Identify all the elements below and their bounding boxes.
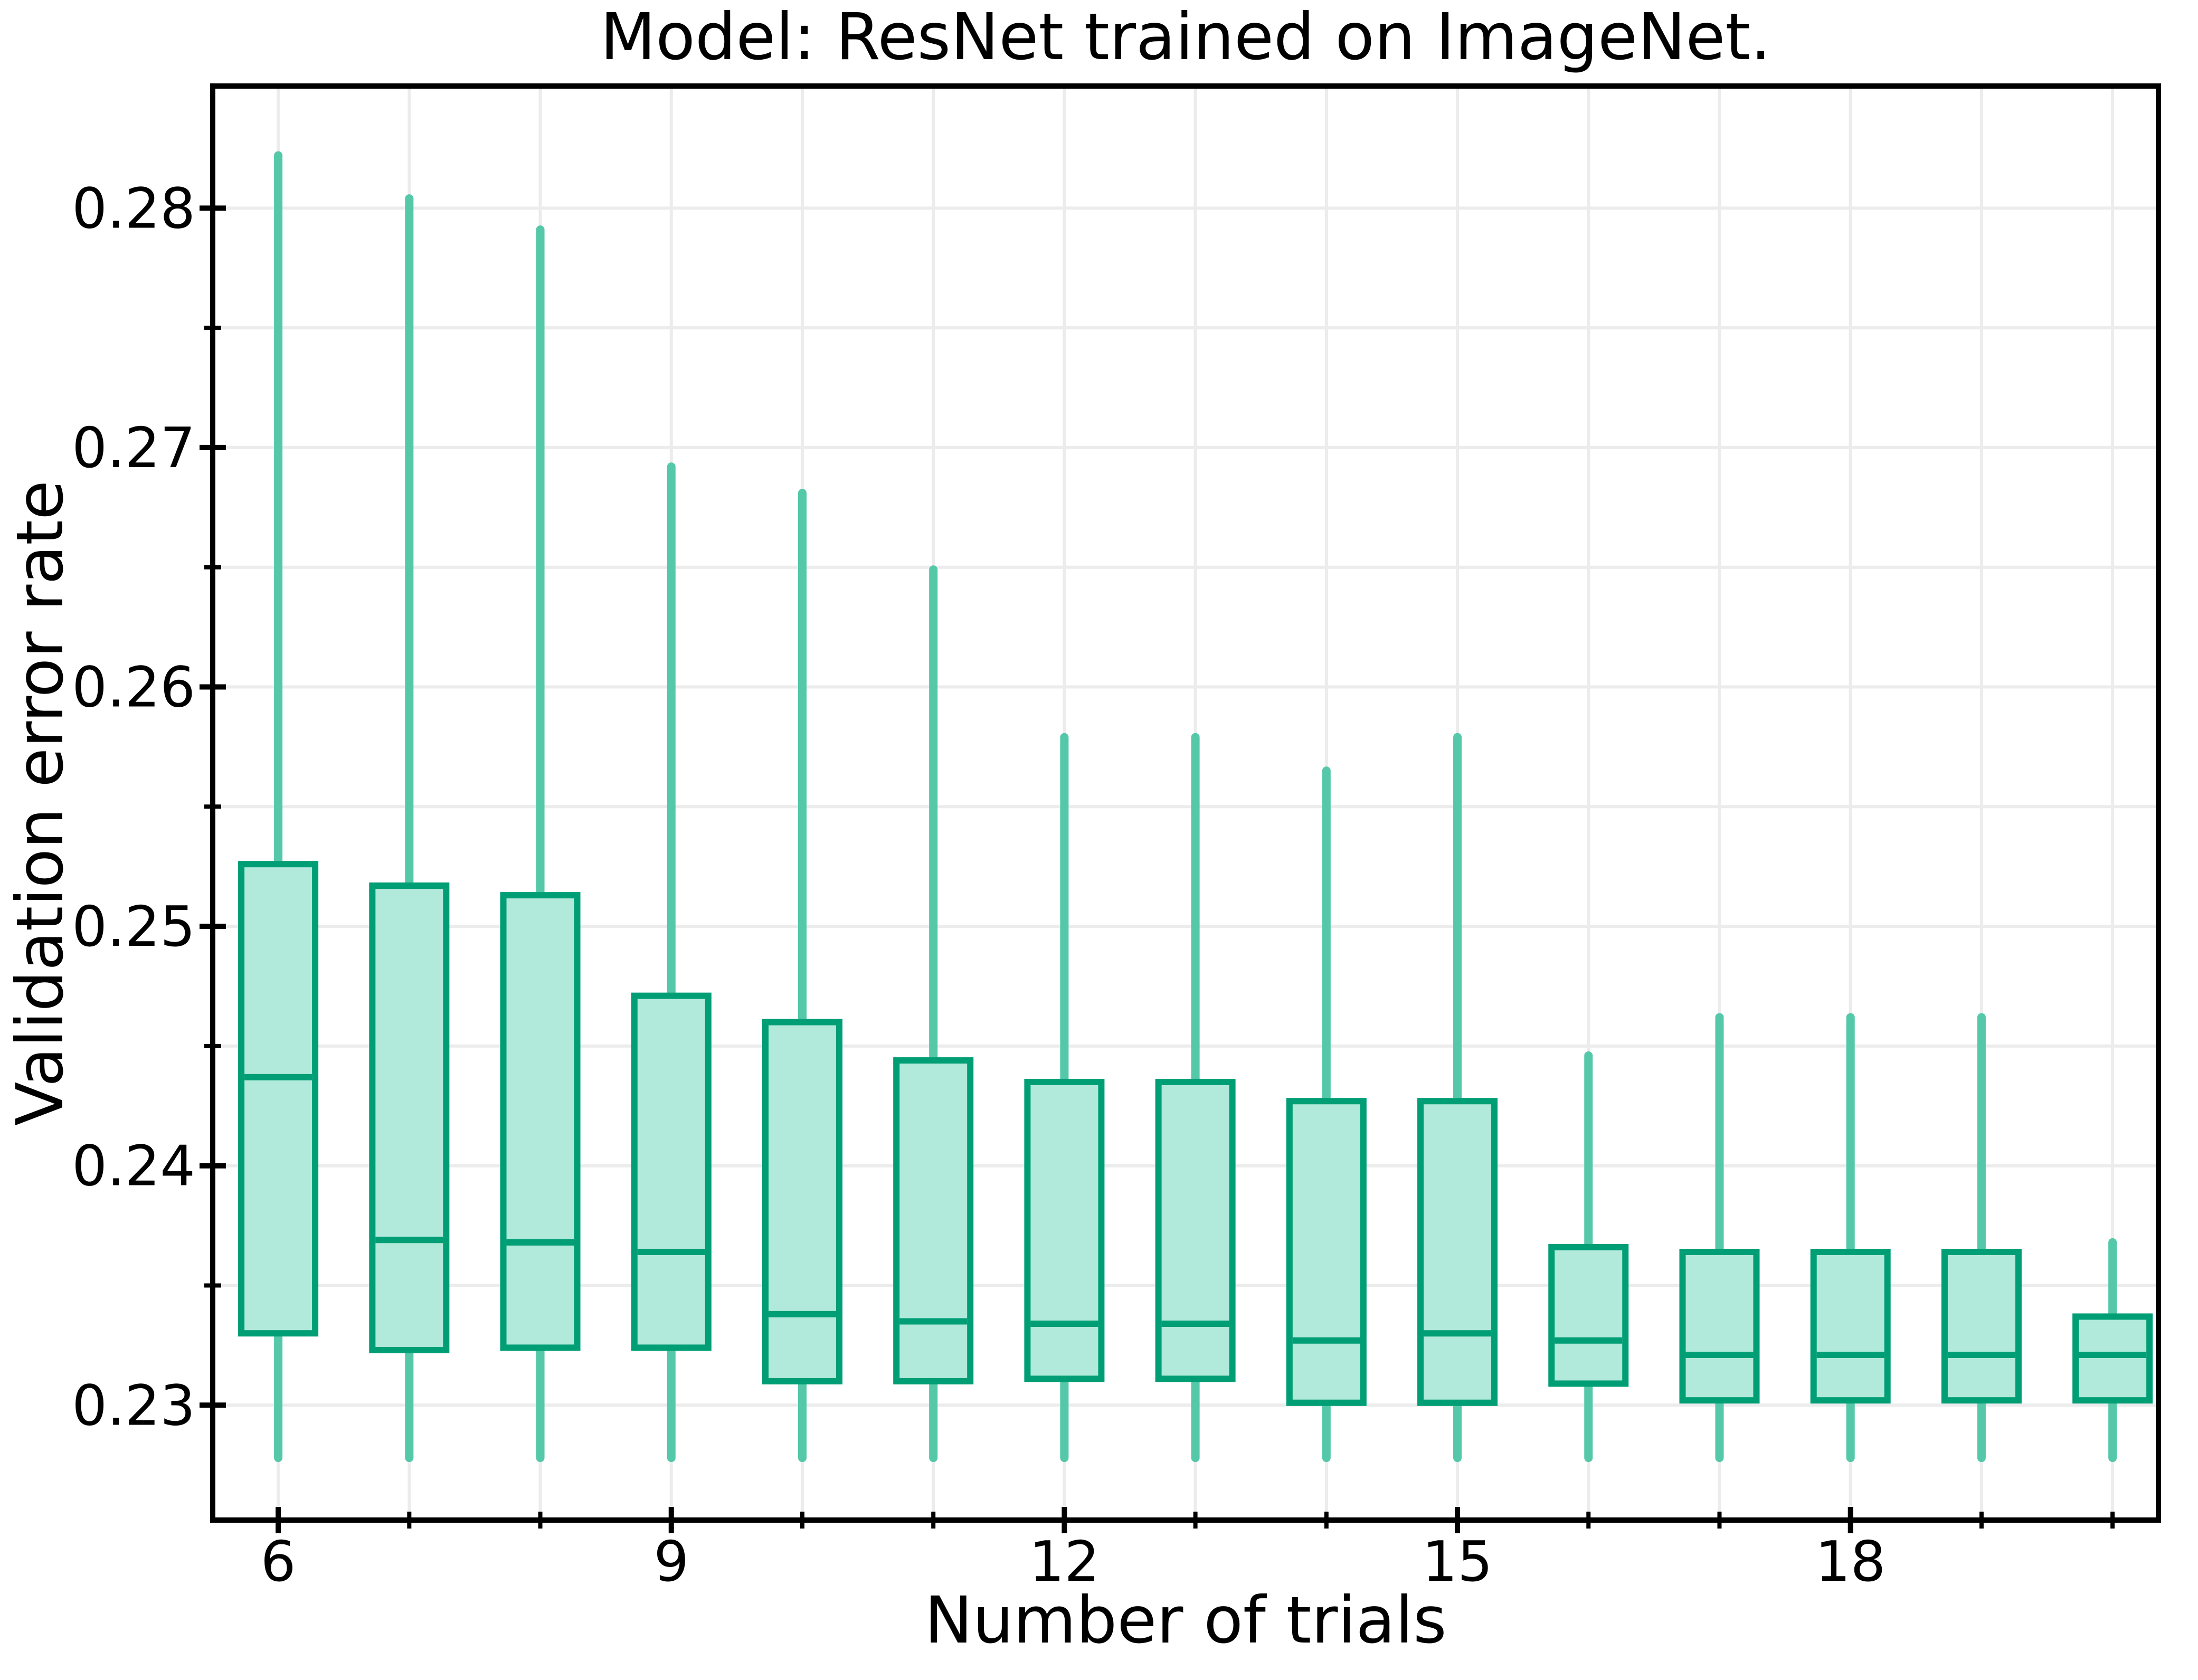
iqr-box — [2072, 1313, 2153, 1404]
y-tick-label: 0.25 — [72, 895, 195, 959]
box-trial-12 — [1024, 733, 1105, 1463]
x-tick-label: 18 — [1815, 1530, 1886, 1594]
box-trial-18 — [1810, 1013, 1891, 1463]
box-trial-10 — [762, 489, 842, 1463]
box-plot-items — [238, 151, 2153, 1463]
iqr-box — [369, 882, 450, 1353]
box-trial-16 — [1548, 1051, 1629, 1463]
iqr-box — [893, 1057, 974, 1384]
x-tick-label: 9 — [653, 1530, 689, 1594]
box-trial-6 — [238, 151, 319, 1463]
box-trial-8 — [500, 225, 581, 1463]
box-trial-20 — [2072, 1238, 2153, 1463]
iqr-box — [1941, 1248, 2022, 1404]
box-trial-11 — [893, 565, 974, 1463]
iqr-box — [1024, 1078, 1105, 1382]
iqr-box — [1810, 1248, 1891, 1404]
iqr-box — [500, 892, 581, 1351]
iqr-box — [762, 1019, 842, 1384]
y-tick-label: 0.28 — [72, 176, 195, 241]
y-tick-label: 0.26 — [72, 656, 195, 720]
tick-labels: 0.23 0.24 0.25 0.26 0.27 0.28 6 9 12 15 18 — [72, 176, 1886, 1594]
y-tick-label: 0.24 — [72, 1134, 195, 1199]
iqr-box — [1286, 1098, 1367, 1406]
iqr-box — [1417, 1098, 1498, 1406]
box-trial-19 — [1941, 1013, 2022, 1463]
x-tick-label: 6 — [261, 1530, 296, 1594]
box-trial-15 — [1417, 733, 1498, 1463]
iqr-box — [1548, 1244, 1629, 1387]
box-trial-17 — [1679, 1013, 1760, 1463]
x-tick-label: 15 — [1422, 1530, 1493, 1594]
iqr-box — [631, 992, 712, 1351]
chart-title: Model: ResNet trained on ImageNet. — [600, 0, 1771, 74]
box-trial-9 — [631, 462, 712, 1463]
iqr-box — [1155, 1078, 1236, 1382]
y-tick-label: 0.27 — [72, 416, 195, 480]
iqr-box — [238, 861, 319, 1337]
y-axis-label: Validation error rate — [3, 480, 78, 1126]
x-axis-label: Number of trials — [924, 1583, 1446, 1658]
box-trial-14 — [1286, 766, 1367, 1463]
iqr-box — [1679, 1248, 1760, 1404]
box-trial-7 — [369, 194, 450, 1463]
x-tick-label: 12 — [1029, 1530, 1100, 1594]
box-trial-13 — [1155, 733, 1236, 1463]
y-tick-label: 0.23 — [72, 1373, 195, 1438]
plot-border — [210, 83, 2161, 1523]
